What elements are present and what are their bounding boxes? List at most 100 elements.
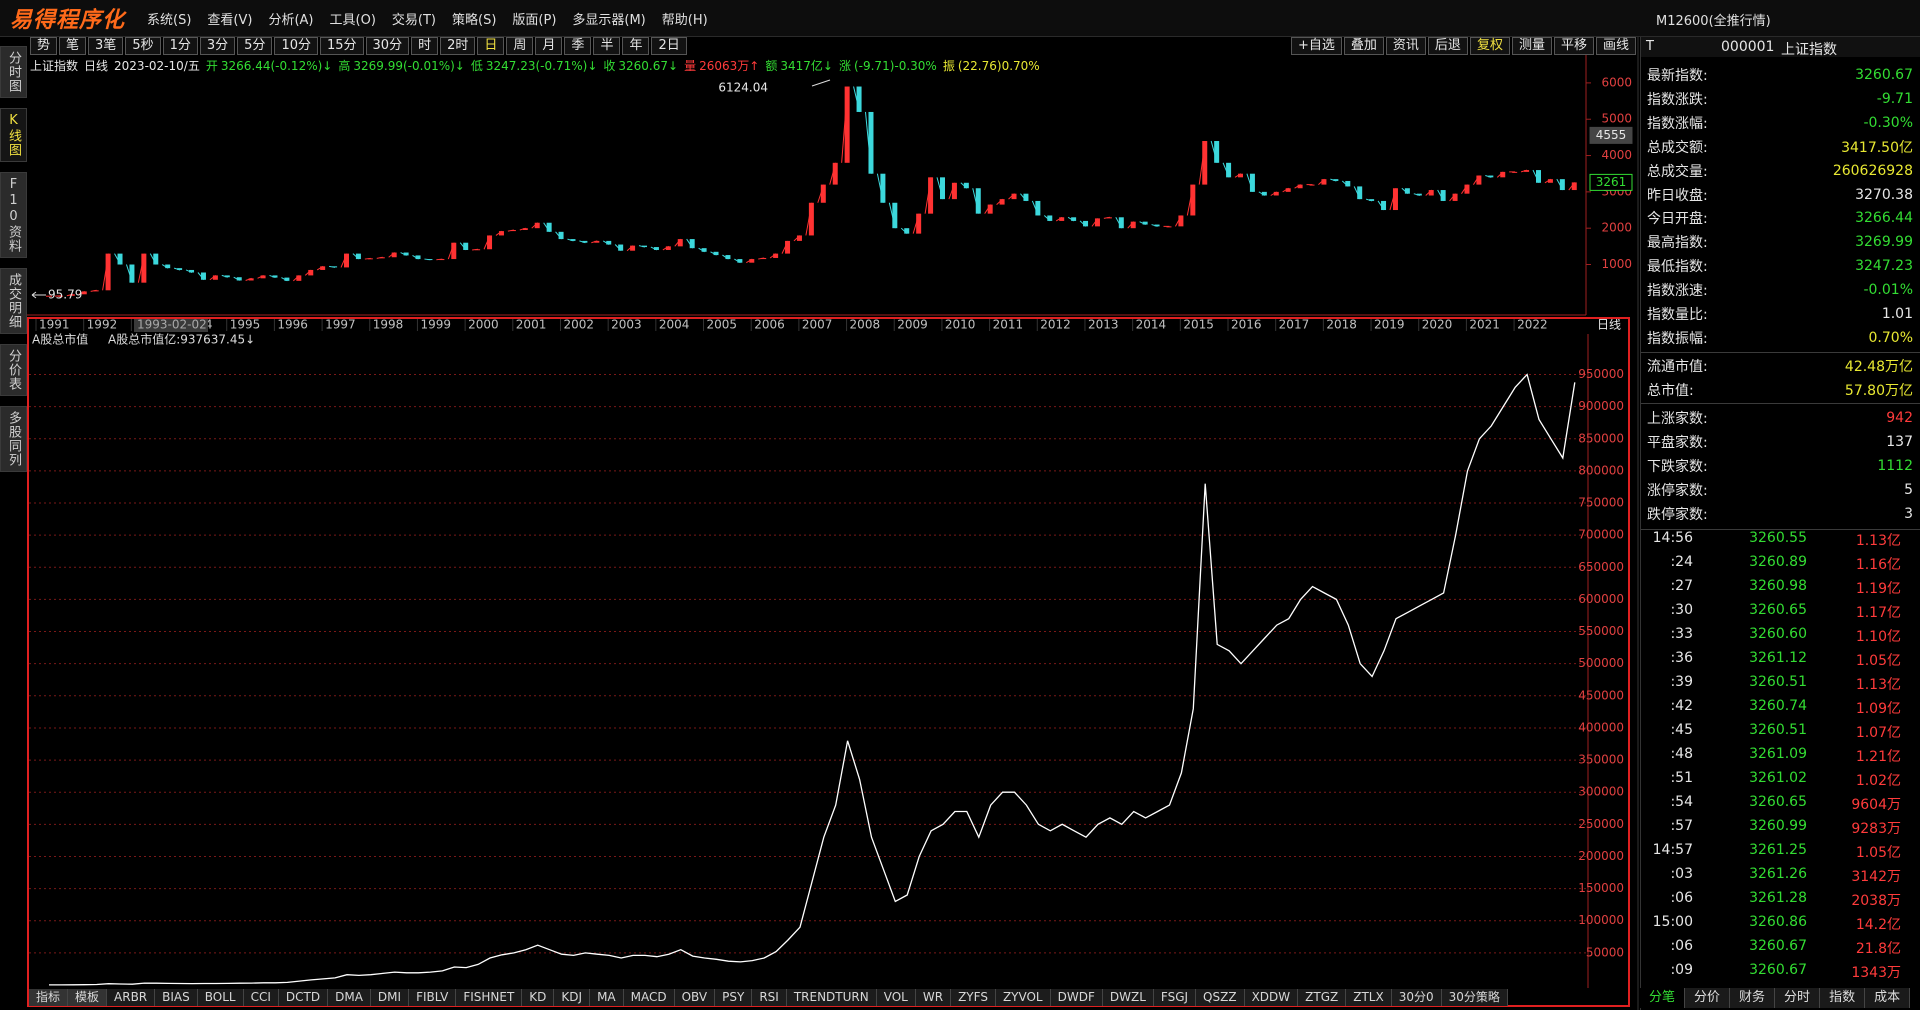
indicator-tab[interactable]: DMA bbox=[328, 989, 371, 1006]
info-field: 高 3269.99(-0.01%)↓ bbox=[338, 57, 465, 74]
indicator-tab[interactable]: 30分策略 bbox=[1441, 989, 1508, 1006]
period-button[interactable]: 2日 bbox=[651, 37, 687, 55]
indicator-tab[interactable]: QSZZ bbox=[1196, 989, 1245, 1006]
tick-volume: 1.02亿 bbox=[1855, 773, 1901, 789]
indicator-tab[interactable]: KDJ bbox=[554, 989, 591, 1006]
menu-item[interactable]: 版面(P) bbox=[512, 12, 557, 28]
period-button[interactable]: 半 bbox=[593, 37, 621, 55]
indicator-tab[interactable]: BOLL bbox=[197, 989, 244, 1006]
indicator-tab[interactable]: BIAS bbox=[155, 989, 198, 1006]
quote-row: 今日开盘: 3266.44 bbox=[1647, 207, 1913, 229]
menu-item[interactable]: 帮助(H) bbox=[661, 12, 708, 28]
period-button[interactable]: 1分 bbox=[162, 37, 198, 55]
period-button[interactable]: 月 bbox=[535, 37, 563, 55]
tool-button[interactable]: +自选 bbox=[1290, 37, 1342, 55]
period-button[interactable]: 笔 bbox=[59, 37, 87, 55]
period-button[interactable]: 3分 bbox=[199, 37, 236, 55]
indicator-tab[interactable]: ZTLX bbox=[1346, 989, 1392, 1006]
tool-button[interactable]: 测量 bbox=[1511, 37, 1552, 55]
indicator-tab[interactable]: ZYVOL bbox=[995, 989, 1051, 1006]
indicator-tab[interactable]: RSI bbox=[752, 989, 787, 1006]
side-tab[interactable]: K线图 bbox=[0, 108, 27, 162]
tool-button[interactable]: 画线 bbox=[1595, 37, 1636, 55]
period-button[interactable]: 15分 bbox=[319, 37, 364, 55]
quote-label: 流通市值: bbox=[1647, 359, 1708, 375]
indicator-tab[interactable]: ZYFS bbox=[951, 989, 996, 1006]
period-button[interactable]: 季 bbox=[564, 37, 592, 55]
indicator-tab[interactable]: TRENDTURN bbox=[786, 989, 877, 1006]
tick-price: 3260.65 bbox=[1749, 602, 1807, 618]
period-button[interactable]: 势 bbox=[30, 37, 58, 55]
period-button[interactable]: 30分 bbox=[365, 37, 410, 55]
quote-tab[interactable]: 成本 bbox=[1865, 988, 1911, 1008]
indicator-tab[interactable]: VOL bbox=[876, 989, 916, 1006]
tool-button[interactable]: 平移 bbox=[1553, 37, 1594, 55]
tool-button[interactable]: 叠加 bbox=[1343, 37, 1384, 55]
tick-volume: 1343万 bbox=[1851, 965, 1901, 981]
indicator-tab[interactable]: WR bbox=[915, 989, 952, 1006]
candle-body bbox=[534, 222, 540, 229]
tick-volume: 1.17亿 bbox=[1855, 605, 1901, 621]
period-button[interactable]: 5秒 bbox=[125, 37, 161, 55]
period-button[interactable]: 3笔 bbox=[88, 37, 124, 55]
legend: A股总市值亿:937637.45↓ bbox=[108, 332, 255, 347]
menu-item[interactable]: 交易(T) bbox=[391, 12, 436, 28]
y-tick-label: 150000 bbox=[1578, 881, 1624, 895]
indicator-tab[interactable]: DWDF bbox=[1050, 989, 1103, 1006]
candle-body bbox=[1094, 218, 1100, 227]
indicator-tab[interactable]: FISHNET bbox=[456, 989, 523, 1006]
x-axis-label: 日线 bbox=[1597, 318, 1621, 332]
candle-body bbox=[737, 259, 743, 263]
indicator-tab[interactable]: PSY bbox=[715, 989, 753, 1006]
side-tab[interactable]: 多股同列 bbox=[0, 406, 27, 472]
indicator-tab[interactable]: OBV bbox=[674, 989, 716, 1006]
indicator-tab[interactable]: XDDW bbox=[1244, 989, 1299, 1006]
info-value: 26063万↑ bbox=[699, 59, 760, 73]
quote-tab[interactable]: 分价 bbox=[1685, 988, 1731, 1008]
tool-button[interactable]: 资讯 bbox=[1385, 37, 1426, 55]
menu-item[interactable]: 工具(O) bbox=[329, 12, 376, 28]
indicator-tab[interactable]: CCI bbox=[243, 989, 279, 1006]
info-field: 低 3247.23(-0.71%)↓ bbox=[471, 57, 598, 74]
indicator-tab[interactable]: KD bbox=[522, 989, 555, 1006]
period-button[interactable]: 日 bbox=[477, 37, 505, 55]
indicator-tab[interactable]: ZTGZ bbox=[1298, 989, 1347, 1006]
indicator-tab[interactable]: FSGJ bbox=[1153, 989, 1197, 1006]
indicator-tab[interactable]: DMI bbox=[370, 989, 410, 1006]
quote-tab[interactable]: 分时 bbox=[1775, 988, 1821, 1008]
period-button[interactable]: 5分 bbox=[237, 37, 273, 55]
tool-button[interactable]: 复权 bbox=[1469, 37, 1510, 55]
menu-item[interactable]: 系统(S) bbox=[147, 12, 192, 28]
side-tab[interactable]: 成交明细 bbox=[0, 268, 27, 334]
indicator-tab[interactable]: MA bbox=[590, 989, 624, 1006]
quote-tab[interactable]: 财务 bbox=[1730, 988, 1776, 1008]
menu-item[interactable]: 策略(S) bbox=[452, 12, 497, 28]
indicator-tab[interactable]: DWZL bbox=[1102, 989, 1154, 1006]
period-button[interactable]: 周 bbox=[506, 37, 534, 55]
side-tab[interactable]: F10资料 bbox=[0, 172, 27, 258]
candle-body bbox=[248, 278, 254, 281]
y-tick-label: 900000 bbox=[1578, 399, 1624, 413]
quote-value: 5 bbox=[1904, 482, 1913, 498]
menu-item[interactable]: 多显示器(M) bbox=[572, 12, 646, 28]
indicator-tab[interactable]: FIBLV bbox=[409, 989, 457, 1006]
period-button[interactable]: 时 bbox=[411, 37, 439, 55]
side-tab[interactable]: 分价表 bbox=[0, 344, 27, 396]
tool-button[interactable]: 后退 bbox=[1427, 37, 1468, 55]
indicator-tab[interactable]: MACD bbox=[623, 989, 675, 1006]
menu-item[interactable]: 查看(V) bbox=[207, 12, 253, 28]
quote-tab[interactable]: 分笔 bbox=[1640, 988, 1686, 1008]
indicator-tab[interactable]: 模板 bbox=[68, 989, 108, 1006]
period-button[interactable]: 2时 bbox=[440, 37, 476, 55]
quote-tab[interactable]: 指数 bbox=[1820, 988, 1866, 1008]
menu-item[interactable]: 分析(A) bbox=[268, 12, 314, 28]
indicator-tab[interactable]: 指标 bbox=[29, 989, 69, 1006]
indicator-tab[interactable]: ARBR bbox=[107, 989, 156, 1006]
indicator-tab[interactable]: 30分0 bbox=[1391, 989, 1442, 1006]
price-tag bbox=[1589, 173, 1633, 191]
period-button[interactable]: 年 bbox=[622, 37, 650, 55]
side-tab[interactable]: 分时图 bbox=[0, 46, 27, 98]
period-button[interactable]: 10分 bbox=[274, 37, 318, 55]
tick-price: 3260.60 bbox=[1749, 626, 1807, 642]
indicator-tab[interactable]: DCTD bbox=[278, 989, 329, 1006]
